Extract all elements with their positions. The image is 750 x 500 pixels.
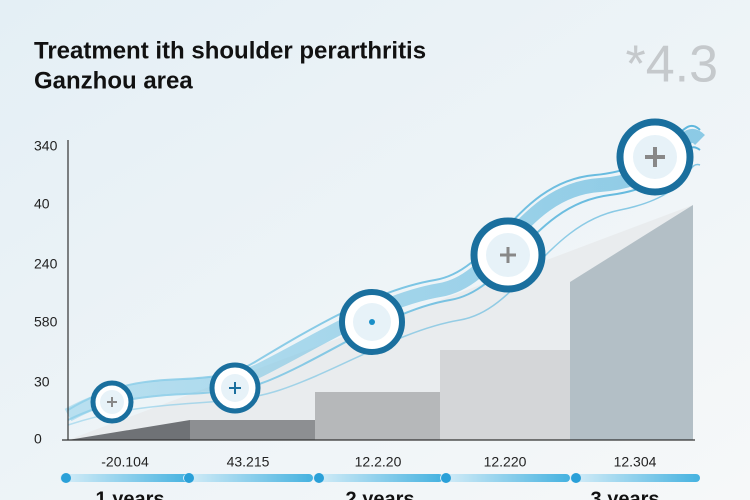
y-label: 40	[34, 196, 50, 212]
subtitle: Ganzhou area	[34, 67, 193, 94]
y-axis-labels: 340 40 240 580 30 0	[34, 138, 58, 447]
badge: *4.3	[625, 36, 718, 94]
x-pill-dot	[571, 473, 581, 483]
x-pill	[313, 474, 443, 482]
x-label: 12.2.20	[355, 454, 402, 470]
axes	[62, 140, 695, 441]
footer-label: 3 years	[591, 488, 660, 500]
x-pill	[183, 474, 313, 482]
y-label: 340	[34, 138, 58, 154]
y-label: 580	[34, 314, 58, 330]
x-pill	[440, 474, 570, 482]
x-label: 12.220	[484, 454, 527, 470]
markers	[90, 118, 694, 424]
footer-labels: 1 years 2 years 3 years	[96, 488, 660, 500]
x-pill	[60, 474, 190, 482]
x-label: 12.304	[614, 454, 657, 470]
footer-label: 1 years	[96, 488, 165, 500]
x-pill-dot	[441, 473, 451, 483]
x-pill	[570, 474, 700, 482]
x-axis-labels: -20.104 43.215 12.2.20 12.220 12.304	[60, 454, 700, 483]
x-label: 43.215	[227, 454, 270, 470]
title: Treatment ith shoulder perarthritis	[34, 37, 426, 64]
y-label: 30	[34, 374, 50, 390]
y-label: 0	[34, 431, 42, 447]
x-pill-dot	[184, 473, 194, 483]
x-pill-dot	[61, 473, 71, 483]
y-label: 240	[34, 256, 58, 272]
x-label: -20.104	[101, 454, 149, 470]
footer-label: 2 years	[346, 488, 415, 500]
x-pill-dot	[314, 473, 324, 483]
